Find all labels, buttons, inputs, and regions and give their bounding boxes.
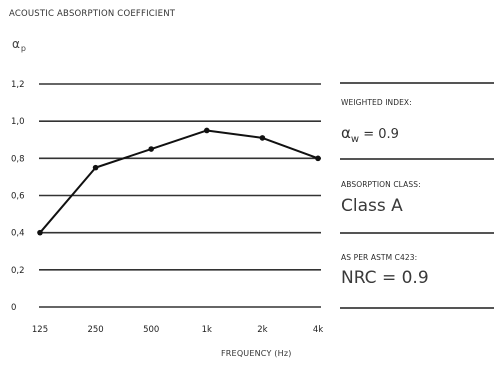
- x-tick-label: 250: [87, 325, 103, 335]
- y-axis-symbol: αp: [12, 37, 26, 53]
- y-tick-label: 1,0: [11, 117, 25, 127]
- weighted-index-rule: [340, 82, 494, 84]
- data-point: [204, 127, 210, 134]
- y-tick-label: 1,2: [11, 80, 25, 90]
- y-tick-label: 0,2: [11, 266, 25, 276]
- data-point: [148, 146, 154, 152]
- chart-title: ACOUSTIC ABSORPTION COEFFICIENT: [9, 9, 176, 19]
- nrc-bottom-rule: [340, 307, 494, 309]
- data-points: [37, 127, 321, 236]
- gridlines: [39, 83, 321, 308]
- weighted-index-label: WEIGHTED INDEX:: [341, 98, 412, 107]
- x-tick-labels: 125 250 500 1k 2k 4k: [32, 325, 323, 335]
- x-tick-label: 4k: [313, 325, 323, 335]
- data-point: [37, 229, 43, 236]
- weighted-index-value: αw = 0.9: [341, 124, 399, 145]
- absorption-class-label: ABSORPTION CLASS:: [341, 180, 421, 189]
- y-tick-labels: 0 0,2 0,4 0,6 0,8 1,0 1,2: [11, 80, 25, 313]
- x-tick-label: 1k: [202, 325, 212, 335]
- nrc-value: NRC = 0.9: [341, 268, 429, 288]
- y-tick-label: 0,6: [11, 192, 25, 202]
- data-point: [315, 155, 321, 162]
- x-tick-label: 500: [143, 325, 159, 335]
- weighted-index-alpha: α: [341, 124, 351, 142]
- absorption-class-value: Class A: [341, 196, 403, 216]
- x-tick-label: 125: [32, 325, 48, 335]
- series-line: [39, 129, 319, 234]
- y-axis-symbol-subscript: p: [20, 44, 26, 53]
- y-tick-label: 0,8: [11, 154, 25, 164]
- y-axis-symbol-alpha: α: [12, 37, 20, 51]
- y-tick-label: 0: [11, 303, 16, 313]
- absorption-class-rule: [340, 158, 494, 160]
- nrc-label: AS PER ASTM C423:: [341, 253, 418, 262]
- data-point: [259, 135, 266, 141]
- weighted-index-number: = 0.9: [359, 127, 399, 142]
- x-tick-label: 2k: [257, 325, 267, 335]
- weighted-index-subscript: w: [350, 134, 360, 145]
- x-axis-title: FREQUENCY (Hz): [221, 349, 292, 358]
- nrc-rule: [340, 232, 494, 234]
- data-point: [92, 164, 99, 171]
- y-tick-label: 0,4: [11, 229, 25, 239]
